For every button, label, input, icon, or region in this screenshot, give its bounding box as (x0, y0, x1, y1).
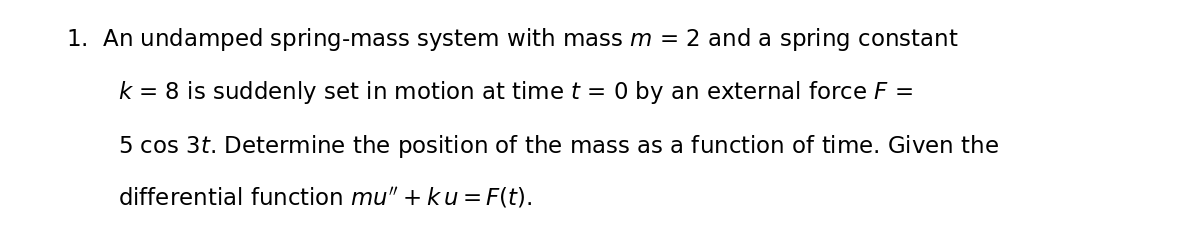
Text: $k$ = 8 is suddenly set in motion at time $t$ = 0 by an external force $F$ =: $k$ = 8 is suddenly set in motion at tim… (118, 79, 912, 106)
Text: 5 cos 3$t$. Determine the position of the mass as a function of time. Given the: 5 cos 3$t$. Determine the position of th… (118, 132, 998, 159)
Text: differential function $mu'' + k\,u = F(t)$.: differential function $mu'' + k\,u = F(t… (118, 185, 532, 210)
Text: 1.  An undamped spring-mass system with mass $m$ = 2 and a spring constant: 1. An undamped spring-mass system with m… (66, 25, 959, 52)
